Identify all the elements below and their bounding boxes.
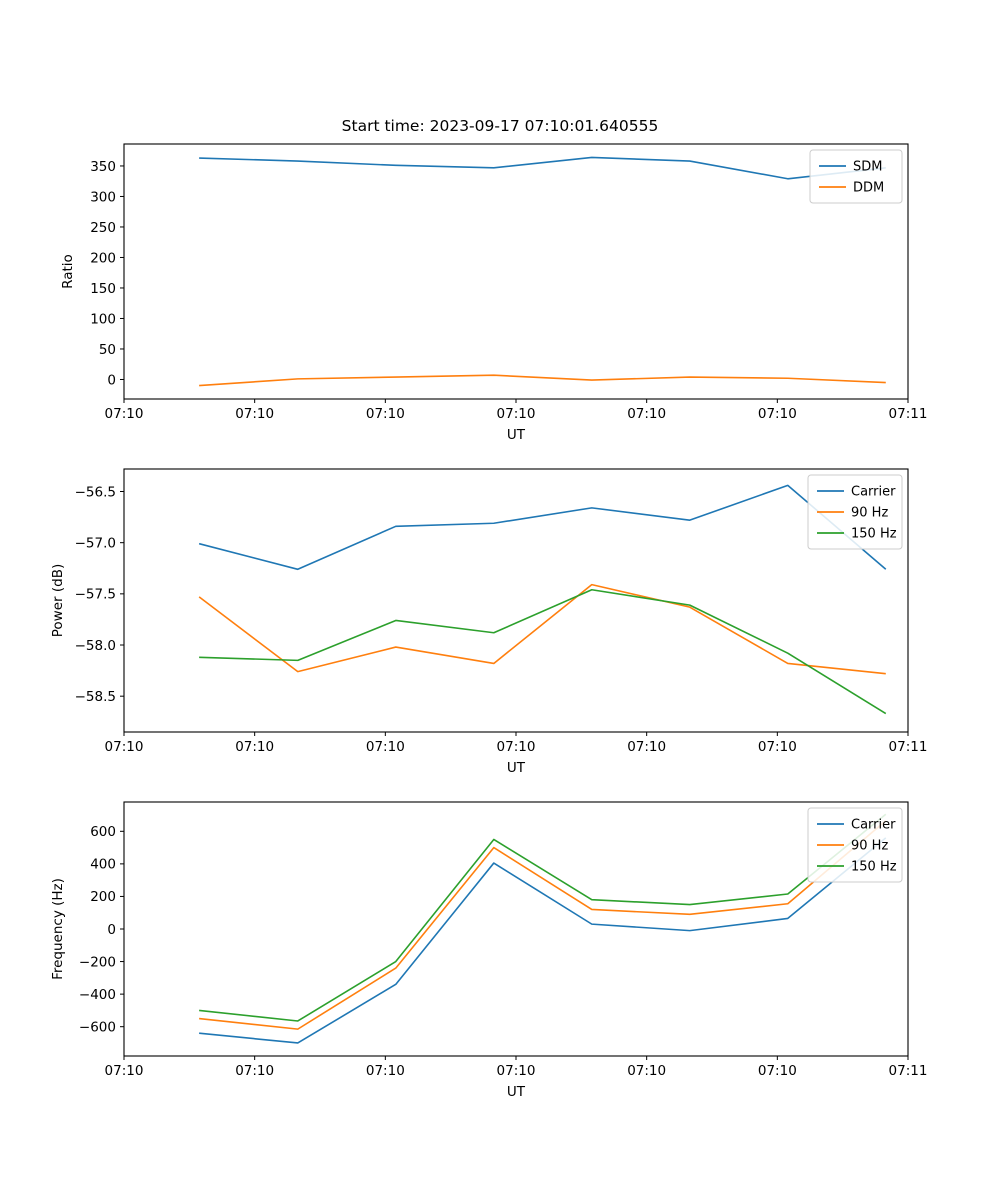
legend-box	[807, 474, 903, 550]
y-tick-label: 100	[90, 311, 116, 327]
figure-title: Start time: 2023-09-17 07:10:01.640555	[342, 117, 659, 135]
y-tick-label: 250	[90, 220, 116, 236]
y-tick-label: −58.5	[75, 689, 116, 705]
y-tick-label: 300	[90, 189, 116, 205]
legend: Carrier 90 Hz 150 Hz	[807, 474, 903, 550]
x-tick-label: 07:10	[497, 406, 536, 422]
axes-frame	[123, 468, 909, 733]
y-axis-label: Power (dB)	[50, 564, 66, 637]
legend-box	[809, 149, 903, 204]
x-tick-label: 07:10	[366, 739, 405, 755]
series-line-carrier	[198, 484, 887, 571]
subplot-3: 07:10 07:10 07:10 07:10 07:10 07:10 07:11 −600 −…	[50, 801, 928, 1100]
legend-label-sdm: SDM	[853, 160, 882, 175]
x-tick-label: 07:11	[889, 739, 928, 755]
x-tick-label: 07:10	[497, 739, 536, 755]
x-tick-label: 07:10	[235, 1063, 274, 1079]
legend-label-ddm: DDM	[853, 181, 884, 196]
axes-frame	[123, 143, 909, 400]
y-tick-label: −600	[79, 1019, 116, 1035]
x-tick-label: 07:10	[627, 1063, 666, 1079]
legend-label-150-hz: 150 Hz	[851, 860, 897, 875]
x-tick-label: 07:10	[105, 739, 144, 755]
y-tick-label: 50	[99, 342, 116, 358]
y-tick-label: 150	[90, 281, 116, 297]
x-tick-label: 07:10	[758, 406, 797, 422]
x-tick-label: 07:10	[627, 406, 666, 422]
y-tick-label: 200	[90, 889, 116, 905]
x-tick-label: 07:10	[235, 739, 274, 755]
y-axis-label: Ratio	[60, 254, 76, 289]
y-tick-label: 600	[90, 824, 116, 840]
x-tick-label: 07:10	[105, 406, 144, 422]
x-tick-label: 07:10	[366, 1063, 405, 1079]
y-tick-label: 400	[90, 857, 116, 873]
x-tick-label: 07:10	[235, 406, 274, 422]
y-tick-label: −57.5	[75, 587, 116, 603]
x-tick-label: 07:10	[497, 1063, 536, 1079]
legend-label-150-hz: 150 Hz	[851, 527, 897, 542]
x-tick-label: 07:10	[105, 1063, 144, 1079]
y-tick-label: −200	[79, 954, 116, 970]
series-line-ddm	[199, 374, 886, 387]
x-axis-label: UT	[507, 1084, 526, 1100]
y-tick-label: −56.5	[75, 484, 116, 500]
y-tick-label: 0	[107, 922, 116, 938]
subplot-2: 07:10 07:10 07:10 07:10 07:10 07:10 07:11 −58.5…	[50, 468, 928, 776]
series-line-150-hz	[199, 588, 887, 715]
legend: SDM DDM	[809, 149, 903, 204]
y-tick-label: 0	[107, 372, 116, 388]
series-line-sdm	[199, 156, 886, 180]
y-tick-label: −400	[79, 987, 116, 1003]
y-axis-label: Frequency (Hz)	[50, 878, 66, 980]
x-tick-label: 07:10	[758, 1063, 797, 1079]
legend-box	[807, 807, 903, 883]
y-tick-label: −57.0	[75, 535, 116, 551]
series-line-90-hz	[199, 820, 887, 1030]
x-tick-label: 07:10	[758, 739, 797, 755]
axes-frame	[123, 801, 909, 1057]
x-axis-label: UT	[507, 427, 526, 443]
series-line-150-hz	[199, 813, 887, 1022]
subplot-1: 07:10 07:10 07:10 07:10 07:10 07:10 07:11 0 50 10…	[60, 143, 928, 443]
legend-label-90-hz: 90 Hz	[851, 839, 888, 854]
x-tick-label: 07:11	[889, 1063, 928, 1079]
series-line-90-hz	[198, 583, 886, 675]
x-tick-label: 07:10	[366, 406, 405, 422]
series-line-carrier	[199, 837, 887, 1044]
y-tick-label: 350	[90, 159, 116, 175]
y-tick-label: 200	[90, 250, 116, 266]
x-axis-label: UT	[507, 760, 526, 776]
legend-label-carrier: Carrier	[851, 485, 896, 500]
legend-label-90-hz: 90 Hz	[851, 506, 888, 521]
x-tick-label: 07:10	[627, 739, 666, 755]
x-tick-label: 07:11	[889, 406, 928, 422]
legend-label-carrier: Carrier	[851, 818, 896, 833]
legend: Carrier 90 Hz 150 Hz	[807, 807, 903, 883]
y-tick-label: −58.0	[75, 638, 116, 654]
